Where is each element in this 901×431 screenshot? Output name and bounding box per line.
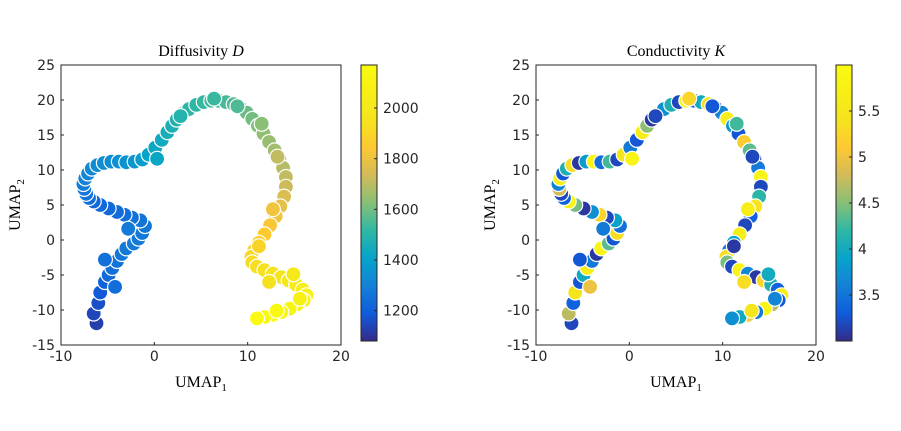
- scatter-point: [250, 238, 267, 255]
- y-tick-label: 15: [512, 128, 530, 144]
- colorbar-tick-label: 5: [858, 150, 867, 166]
- colorbar-tick-label: 4: [858, 242, 867, 258]
- colorbar-tick-label: 1600: [383, 202, 419, 218]
- x-axis-label: UMAP1: [650, 374, 702, 394]
- scatter-point: [229, 98, 246, 115]
- chart-title: Conductivity K: [627, 43, 727, 60]
- scatter-point: [261, 273, 278, 291]
- scatter-point: [269, 148, 286, 165]
- y-tick-label: -10: [507, 303, 530, 319]
- y-axis-ticks: -15 -10 -5 0 5 10 15 20 25: [507, 58, 539, 354]
- scatter-point: [723, 310, 741, 327]
- x-tick-label: 10: [714, 349, 732, 365]
- y-axis-ticks: -15 -10 -5 0 5 10 15 20 25: [32, 58, 64, 354]
- scatter-point: [623, 150, 641, 167]
- y-axis-label: UMAP2: [482, 179, 502, 231]
- scatter-point: [760, 266, 777, 283]
- x-tick-label: 20: [332, 349, 350, 365]
- colorbar: 3.5 4 4.5 5 5.5: [835, 64, 880, 342]
- x-axis-label: UMAP1: [175, 374, 227, 394]
- x-tick-label: -10: [525, 349, 548, 365]
- scatter-point: [248, 310, 266, 327]
- scatter-point: [149, 150, 166, 167]
- y-tick-label: 10: [37, 163, 55, 179]
- chart-title: Diffusivity D: [158, 43, 244, 60]
- scatter-point: [268, 302, 285, 319]
- colorbar-tick-label: 2000: [383, 101, 419, 117]
- scatter-points: [75, 90, 315, 332]
- colorbar-tick-label: 5.5: [858, 104, 880, 120]
- y-tick-label: 25: [37, 58, 55, 74]
- scatter-point: [680, 90, 698, 107]
- scatter-point: [206, 90, 223, 107]
- x-tick-label: -10: [50, 349, 73, 365]
- scatter-point: [264, 201, 281, 218]
- scatter-point: [739, 201, 757, 218]
- scatter-point: [285, 266, 302, 283]
- scatter-point: [96, 251, 114, 268]
- scatter-point: [766, 290, 784, 307]
- y-tick-label: 25: [512, 58, 530, 74]
- colorbar-ticks: 1200 1400 1600 1800 2000: [374, 101, 419, 320]
- colorbar: 1200 1400 1600 1800 2000: [360, 64, 419, 342]
- scatter-point: [581, 278, 599, 295]
- diffusivity-chart: Diffusivity D -10 0 10 20 -15-10-5051015202…: [7, 43, 419, 394]
- y-tick-label: 20: [37, 93, 55, 109]
- conductivity-chart: Conductivity K -10 0 10 20 -15-10-505101520…: [482, 43, 880, 394]
- colorbar-tick-label: 4.5: [858, 196, 880, 212]
- scatter-point: [728, 115, 745, 132]
- scatter-point: [744, 148, 761, 165]
- scatter-point: [595, 220, 612, 237]
- x-axis-ticks: -10 0 10 20: [525, 342, 825, 365]
- y-tick-label: 20: [512, 93, 530, 109]
- y-axis-label: UMAP2: [7, 179, 27, 231]
- scatter-point: [725, 238, 743, 255]
- colorbar-tick-label: 1800: [383, 152, 419, 168]
- y-tick-label: 5: [521, 198, 530, 214]
- scatter-point: [743, 302, 760, 319]
- x-axis-ticks: -10 0 10 20: [50, 342, 350, 365]
- y-tick-label: 15: [37, 128, 55, 144]
- scatter-points: [550, 90, 790, 332]
- scatter-point: [704, 98, 721, 115]
- scatter-point: [172, 107, 189, 125]
- scatter-point: [647, 107, 664, 125]
- y-tick-label: -5: [41, 268, 55, 284]
- scatter-point: [291, 290, 308, 307]
- y-tick-label: 10: [512, 163, 530, 179]
- x-tick-label: 10: [239, 349, 257, 365]
- y-tick-label: -10: [32, 303, 55, 319]
- scatter-point: [571, 251, 589, 268]
- colorbar-ticks: 3.5 4 4.5 5 5.5: [849, 104, 880, 304]
- x-tick-label: 0: [150, 349, 159, 365]
- scatter-point: [120, 220, 137, 237]
- colorbar-tick-label: 1200: [383, 304, 419, 320]
- scatter-point: [253, 115, 270, 132]
- y-tick-label: 5: [46, 198, 55, 214]
- y-tick-label: 0: [46, 233, 55, 249]
- x-tick-label: 0: [625, 349, 634, 365]
- colorbar-tick-label: 3.5: [858, 288, 880, 304]
- x-tick-label: 20: [807, 349, 825, 365]
- y-tick-label: -5: [516, 268, 530, 284]
- y-tick-label: 0: [521, 233, 530, 249]
- colorbar-tick-label: 1400: [383, 253, 419, 269]
- scatter-point: [106, 278, 124, 295]
- colorbar-gradient: [360, 64, 378, 342]
- y-tick-label: -15: [507, 338, 530, 354]
- y-tick-label: -15: [32, 338, 55, 354]
- scatter-point: [735, 273, 753, 291]
